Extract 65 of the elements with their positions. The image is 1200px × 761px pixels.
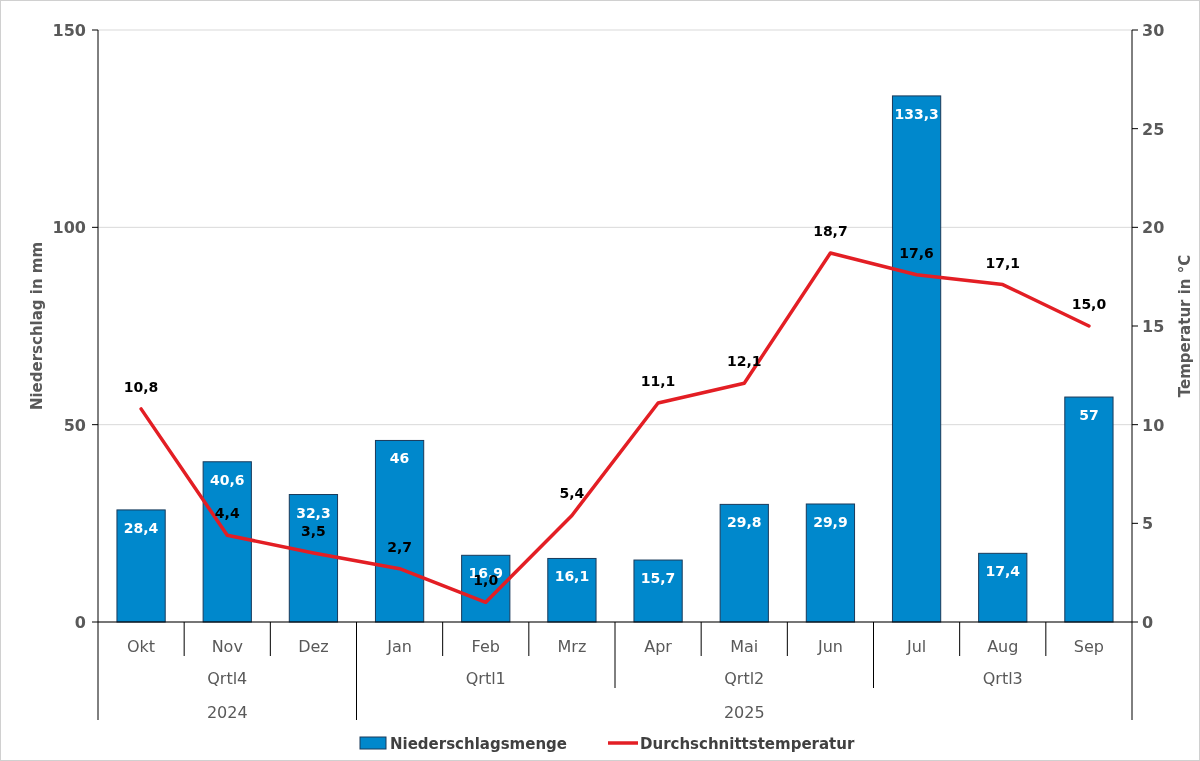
y2-tick-label: 5	[1142, 514, 1154, 534]
y2-tick-label: 15	[1142, 317, 1165, 336]
bar	[978, 552, 1028, 623]
x-tick-label: Jul	[905, 637, 927, 656]
data-label: 29,9	[813, 513, 848, 530]
data-label: 15,7	[640, 570, 676, 587]
bar	[116, 509, 166, 623]
x-tick-label: Jun	[816, 637, 843, 656]
bar	[288, 494, 339, 623]
x-tick-label: Jan	[386, 637, 412, 656]
x-tick-label: Dez	[298, 637, 329, 656]
legend-label: Niederschlagsmenge	[390, 735, 567, 753]
x-tick-label: Mai	[730, 637, 759, 656]
bar	[547, 557, 597, 623]
y2-tick-label: 0	[1142, 613, 1154, 632]
data-label: 16,1	[554, 568, 590, 585]
text: 2025	[723, 703, 765, 722]
data-label: 57	[1079, 407, 1099, 424]
text: 2024	[206, 703, 248, 722]
text: Qrtl4	[207, 669, 248, 688]
data-label: 32,3	[296, 504, 331, 521]
y-axis-title: Niederschlag in mm	[28, 241, 46, 411]
x-tick-label: Nov	[211, 637, 243, 656]
y-tick-label: 0	[74, 613, 86, 632]
data-label: 15,0	[1071, 296, 1107, 312]
bar	[805, 503, 856, 623]
data-label: 11,1	[640, 372, 676, 389]
bar	[719, 503, 769, 623]
data-label: 17,6	[899, 244, 934, 261]
bar	[202, 461, 252, 623]
y2-axis-title: Temperatur in °C	[1176, 254, 1194, 398]
data-label: 29,8	[726, 514, 762, 531]
data-label: 17,4	[985, 563, 1021, 580]
data-label: 28,4	[123, 519, 159, 536]
text: Qrtl2	[724, 669, 765, 688]
y2-tick-label: 30	[1142, 21, 1165, 40]
data-label: 2,7	[387, 538, 412, 555]
y2-tick-label: 20	[1142, 218, 1165, 238]
data-label: 18,7	[813, 222, 848, 239]
x-tick-label: Aug	[987, 637, 1019, 656]
data-label: 3,5	[301, 522, 326, 539]
x-tick-label: Mrz	[557, 637, 587, 656]
y-tick-label: 50	[63, 415, 86, 435]
y-tick-label: 150	[52, 21, 86, 40]
data-label: 5,4	[559, 485, 585, 502]
data-label: 40,6	[209, 471, 245, 488]
y2-tick-label: 25	[1142, 119, 1165, 139]
data-label: 46	[389, 450, 410, 467]
data-label: 4,4	[214, 505, 240, 522]
y2-tick-label: 10	[1142, 415, 1165, 435]
text: Qrtl1	[465, 669, 506, 688]
x-tick-label: Okt	[127, 637, 156, 656]
legend-label: Durchschnittstemperatur	[640, 735, 855, 753]
bar	[633, 559, 683, 623]
x-tick-label: Apr	[644, 637, 673, 656]
bar	[891, 95, 942, 623]
bar	[374, 439, 425, 623]
x-tick-label: Sep	[1073, 637, 1104, 656]
x-tick-label: Feb	[471, 637, 500, 656]
bar	[1064, 396, 1114, 623]
y-tick-label: 100	[52, 218, 86, 238]
data-label: 17,1	[985, 254, 1021, 271]
data-label: 133,3	[894, 105, 939, 122]
text: Qrtl3	[982, 669, 1023, 688]
data-label: 10,8	[123, 378, 159, 395]
